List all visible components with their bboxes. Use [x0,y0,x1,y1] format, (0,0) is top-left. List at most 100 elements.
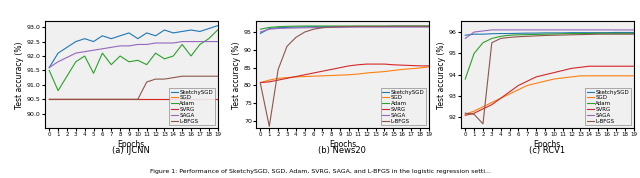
SGD [506,93,513,95]
Adam [99,52,106,54]
Adam [390,25,397,27]
SGD [99,98,106,100]
Adam [257,28,264,30]
SVRG [143,98,150,100]
SGD [372,71,380,73]
Adam [479,42,487,44]
SGD [134,98,141,100]
SketchySGD [398,25,406,27]
L-BFGS [381,25,388,27]
SGD [354,73,362,75]
Adam [179,43,186,46]
SVRG [461,114,469,116]
SVRG [621,65,628,67]
SketchySGD [125,32,133,34]
Adam [425,25,433,27]
SGD [586,75,593,77]
SAGA [425,26,433,28]
SAGA [488,29,495,31]
Adam [125,61,133,63]
SketchySGD [108,38,115,40]
L-BFGS [488,42,495,44]
SketchySGD [488,33,495,35]
Y-axis label: Test accuracy (%): Test accuracy (%) [437,41,446,109]
SketchySGD [328,26,335,28]
L-BFGS [470,113,478,115]
SAGA [515,29,522,31]
L-BFGS [506,36,513,38]
L-BFGS [116,98,124,100]
Adam [275,26,282,28]
SVRG [170,98,177,100]
SAGA [63,56,71,59]
SAGA [45,66,53,69]
SketchySGD [612,31,620,33]
SketchySGD [506,32,513,35]
SGD [205,98,212,100]
SVRG [416,65,424,67]
SAGA [568,29,575,31]
SAGA [301,27,308,29]
Adam [612,32,620,34]
SketchySGD [345,26,353,28]
SAGA [470,31,478,33]
Line: L-BFGS: L-BFGS [465,34,634,124]
SAGA [479,30,487,32]
SketchySGD [372,25,380,28]
Adam [143,64,150,66]
L-BFGS [319,27,326,29]
L-BFGS [283,45,291,47]
SAGA [143,43,150,46]
L-BFGS [187,75,195,77]
SVRG [381,63,388,65]
SGD [515,89,522,91]
L-BFGS [205,75,212,77]
SketchySGD [54,52,62,54]
L-BFGS [390,25,397,27]
Adam [205,38,212,40]
SVRG [187,98,195,100]
L-BFGS [292,36,300,38]
SVRG [390,64,397,66]
Adam [550,33,557,35]
SGD [90,98,97,100]
SAGA [116,45,124,47]
SAGA [595,29,602,31]
Adam [515,34,522,36]
L-BFGS [196,75,204,77]
SVRG [372,63,380,65]
SGD [196,98,204,100]
L-BFGS [301,31,308,33]
SVRG [541,74,549,76]
Adam [81,55,88,57]
Adam [398,25,406,27]
SGD [603,75,611,77]
Adam [381,25,388,27]
SVRG [354,64,362,66]
Line: SGD: SGD [260,67,429,83]
L-BFGS [515,36,522,38]
L-BFGS [407,25,415,27]
SAGA [612,29,620,31]
SGD [337,74,344,76]
SVRG [275,79,282,81]
SAGA [90,49,97,51]
Legend: SketchySGD, SGD, Adam, SVRG, SAGA, L-BFGS: SketchySGD, SGD, Adam, SVRG, SAGA, L-BFG… [381,88,426,125]
SGD [301,75,308,78]
Adam [461,78,469,80]
Line: Adam: Adam [465,33,634,79]
Adam [416,25,424,27]
SVRG [161,98,168,100]
SGD [116,98,124,100]
Line: SAGA: SAGA [49,42,218,67]
Line: SketchySGD: SketchySGD [49,26,218,67]
L-BFGS [354,25,362,27]
SGD [479,106,487,108]
SketchySGD [283,26,291,28]
SketchySGD [152,35,159,37]
Adam [196,43,204,46]
Adam [407,25,415,27]
SVRG [214,98,221,100]
Text: (a) IJCNN: (a) IJCNN [112,146,150,155]
Adam [586,32,593,35]
